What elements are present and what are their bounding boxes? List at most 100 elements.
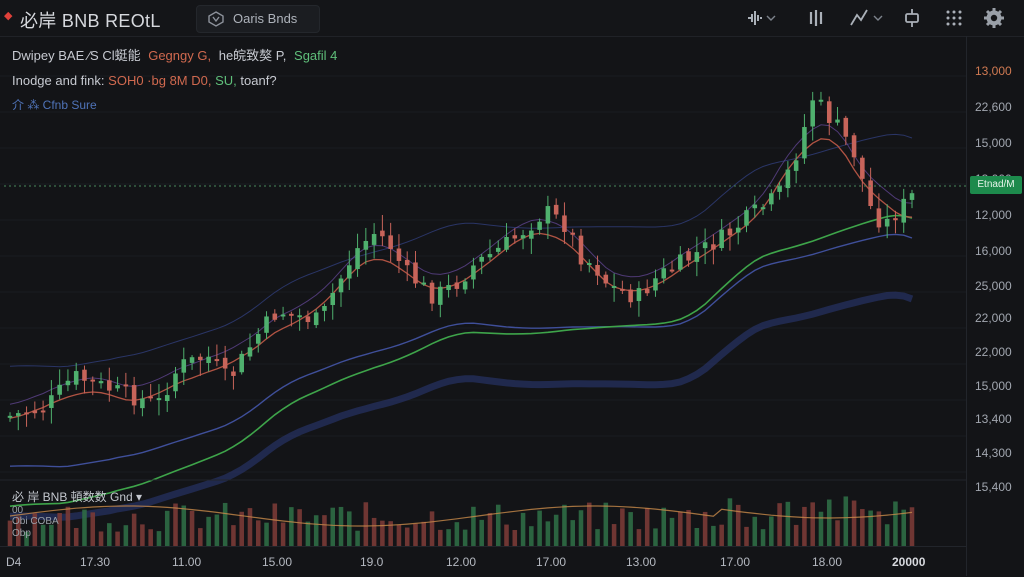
candle-body bbox=[843, 117, 849, 137]
candle-body bbox=[454, 282, 460, 289]
volume-bar bbox=[206, 516, 211, 546]
volume-bar bbox=[504, 524, 509, 546]
volume-bar bbox=[694, 527, 700, 546]
price-label: 22,600 bbox=[975, 100, 1012, 114]
volume-bar bbox=[471, 506, 476, 546]
volume-bar bbox=[173, 503, 178, 546]
candle-body bbox=[322, 305, 327, 311]
time-label: 17.30 bbox=[80, 555, 111, 569]
volume-bar bbox=[611, 524, 617, 546]
volume-bar bbox=[644, 508, 650, 546]
candle-body bbox=[471, 265, 476, 280]
grid-button[interactable] bbox=[942, 6, 966, 30]
legend-ma-d: toanf? bbox=[240, 73, 277, 88]
audio-wave-button[interactable] bbox=[746, 6, 786, 30]
candle-body bbox=[388, 235, 393, 249]
volume-bar bbox=[512, 530, 518, 546]
volume-bar bbox=[909, 507, 915, 546]
candle-body bbox=[529, 230, 534, 239]
ma-purple bbox=[9, 124, 913, 405]
price-axis[interactable]: 13,000 22,600 15,000 13,000 12,000 16,00… bbox=[966, 36, 1024, 576]
volume-sub-3: Obp bbox=[12, 528, 31, 539]
candle-body bbox=[272, 313, 278, 320]
volume-bar bbox=[363, 502, 369, 546]
candle-body bbox=[181, 359, 187, 373]
legend-ma-value: SOH0 ·bg 8M D0, bbox=[108, 73, 212, 88]
volume-bar bbox=[396, 524, 402, 546]
draw-tool-button[interactable] bbox=[848, 6, 888, 30]
volume-bar bbox=[487, 513, 493, 546]
candle-body bbox=[413, 262, 418, 284]
volume-bar bbox=[255, 520, 261, 546]
legend-line-1: Dwipey BAE ⁄S Cl蜓能 Gegngy G, he皖致獒 P, Sg… bbox=[12, 45, 337, 64]
price-label: 14,300 bbox=[975, 446, 1012, 460]
volume-bar bbox=[636, 529, 642, 546]
candle-body bbox=[421, 282, 427, 285]
candle-body bbox=[678, 254, 683, 270]
candle-body bbox=[669, 269, 675, 272]
candle-body bbox=[462, 281, 468, 290]
volume-bar bbox=[529, 526, 534, 546]
candle-body bbox=[711, 244, 716, 250]
volume-bar bbox=[380, 520, 385, 546]
volume-bar bbox=[32, 513, 38, 546]
candle-body bbox=[32, 410, 38, 414]
time-label: 13.00 bbox=[626, 555, 657, 569]
candle-body bbox=[562, 215, 567, 232]
volume-bar bbox=[851, 500, 857, 546]
settings-button[interactable] bbox=[982, 6, 1006, 30]
candle-body bbox=[24, 412, 29, 415]
time-label: 12.00 bbox=[446, 555, 477, 569]
candle-body bbox=[107, 380, 112, 391]
volume-indicator-label[interactable]: 必 岸 BNB 頓数数 Gnd ▾ bbox=[12, 490, 143, 504]
candle-body bbox=[884, 218, 890, 227]
candle-body bbox=[355, 248, 360, 270]
price-label: 15,000 bbox=[975, 136, 1012, 150]
candle-body bbox=[280, 314, 286, 317]
volume-bar bbox=[810, 502, 815, 546]
volume-bar bbox=[826, 499, 832, 546]
tab-oaris-bnds[interactable]: Oaris Bnds bbox=[196, 5, 320, 33]
volume-bar bbox=[570, 520, 575, 546]
candle-body bbox=[553, 204, 559, 215]
candle-body bbox=[148, 396, 153, 399]
volume-bar bbox=[272, 503, 278, 546]
time-axis[interactable]: D4 17.30 11.00 15.00 19.0 12.00 17.00 13… bbox=[0, 546, 966, 577]
bars-button[interactable] bbox=[806, 6, 828, 30]
volume-bar bbox=[868, 510, 873, 546]
crosshair-button[interactable] bbox=[900, 6, 924, 30]
volume-bar bbox=[330, 507, 336, 546]
candle-body bbox=[330, 292, 336, 306]
volume-bar bbox=[769, 516, 774, 546]
volume-bar bbox=[148, 529, 153, 546]
volume-bar bbox=[553, 514, 559, 546]
current-price-tag: Etnad/M bbox=[970, 176, 1022, 194]
candle-body bbox=[371, 234, 377, 245]
volume-bar bbox=[231, 525, 236, 546]
candle-body bbox=[851, 135, 857, 158]
candle-body bbox=[769, 193, 774, 205]
time-label: 19.0 bbox=[360, 555, 384, 569]
bars-icon bbox=[809, 10, 823, 26]
top-bar: ◆ 必岸 BNB REOtL Oaris Bnds bbox=[0, 0, 1024, 37]
candlesticks bbox=[7, 91, 915, 431]
candle-body bbox=[777, 185, 782, 192]
volume-bar bbox=[313, 515, 319, 546]
candle-body bbox=[644, 289, 650, 294]
price-label: 22,000 bbox=[975, 311, 1012, 325]
candle-body bbox=[570, 232, 575, 235]
candle-body bbox=[868, 180, 873, 207]
candle-body bbox=[446, 285, 451, 291]
volume-bar bbox=[429, 511, 435, 546]
draw-tool-icon bbox=[850, 9, 883, 26]
volume-bar bbox=[495, 504, 501, 546]
price-chart[interactable] bbox=[0, 36, 966, 546]
candle-body bbox=[156, 398, 162, 401]
price-label: 13,400 bbox=[975, 412, 1012, 426]
candle-body bbox=[231, 371, 236, 376]
candle-body bbox=[719, 229, 724, 249]
tab-label: Oaris Bnds bbox=[233, 11, 298, 26]
volume-bar bbox=[347, 511, 352, 546]
volume-bar bbox=[628, 512, 633, 546]
candle-body bbox=[65, 380, 71, 386]
